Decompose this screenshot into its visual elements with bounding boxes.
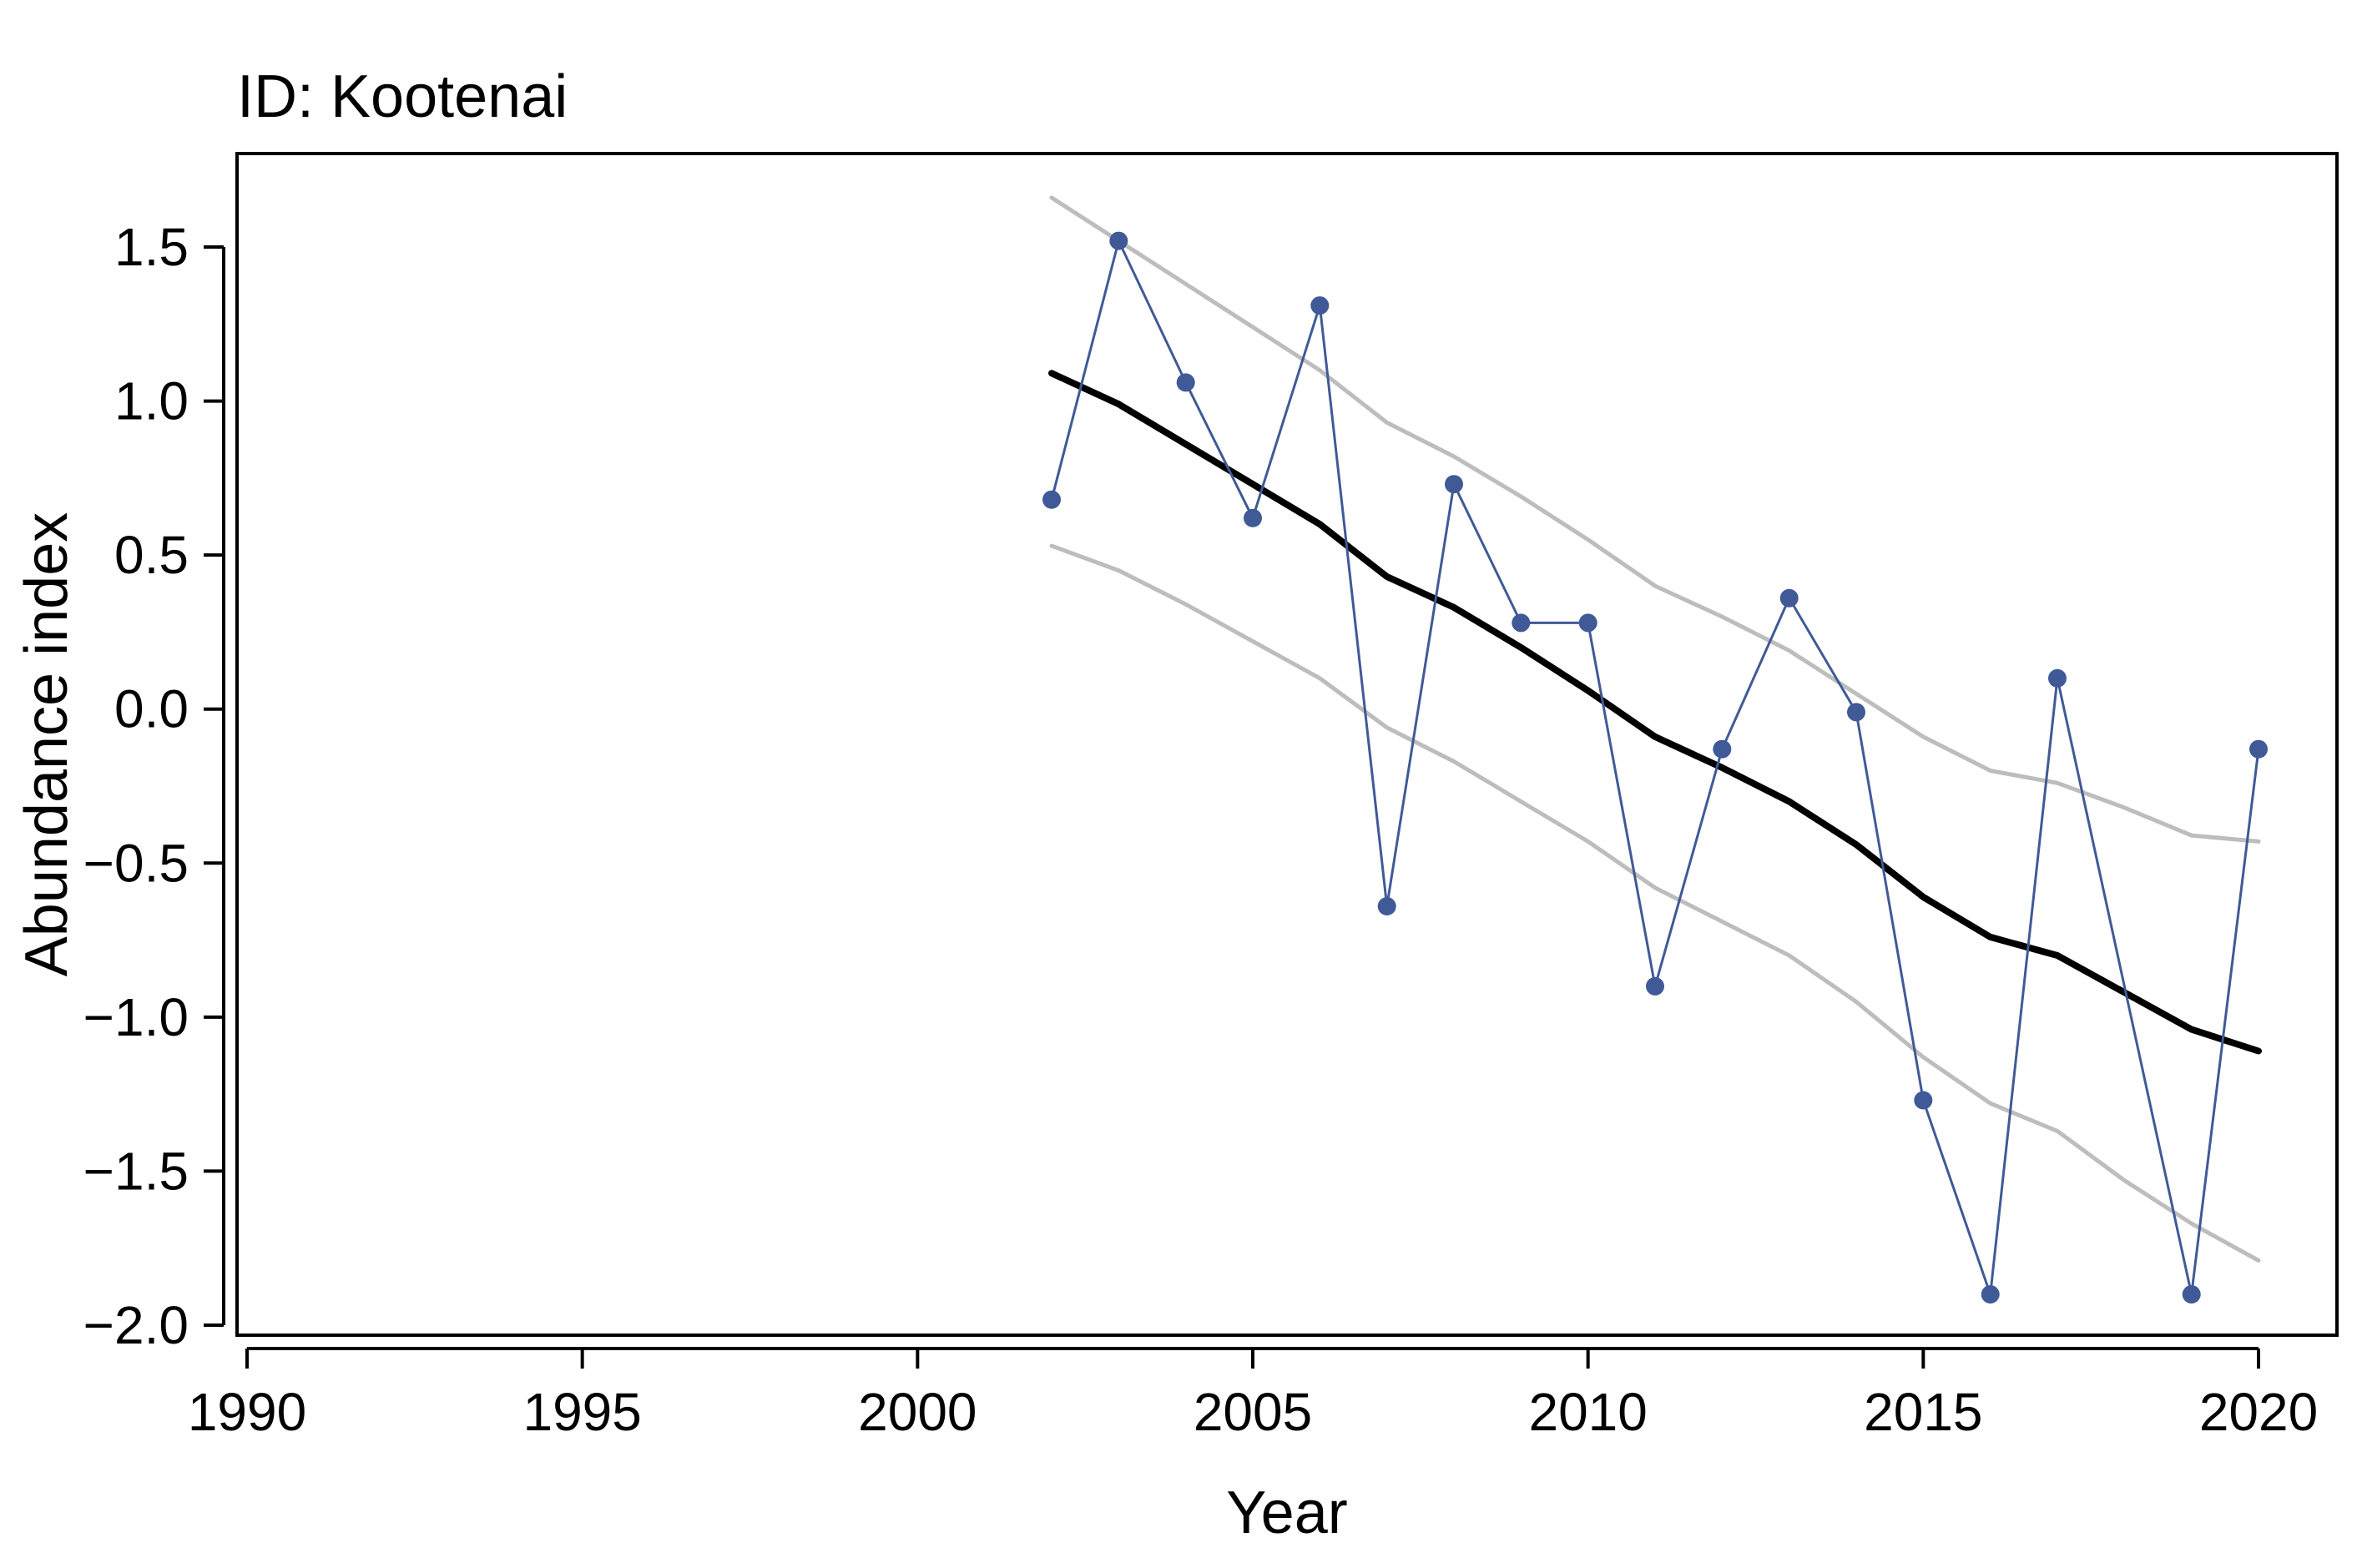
observed-point	[1109, 231, 1128, 250]
x-tick-label: 2010	[1528, 1382, 1647, 1442]
observed-point	[1981, 1285, 2000, 1304]
observed-point	[1377, 897, 1396, 915]
y-axis-title: Abundance index	[13, 512, 80, 976]
y-tick-label: −1.0	[83, 987, 189, 1047]
x-axis: 1990 1995 2000 2005 2010 2015 2020	[188, 1347, 2318, 1442]
observed-point	[1042, 490, 1061, 509]
x-tick-label: 1990	[188, 1382, 306, 1442]
series-layer	[1042, 195, 2268, 1304]
observed-point	[1578, 613, 1597, 633]
plot-frame	[235, 152, 2339, 1337]
y-tick-label: −2.0	[83, 1295, 189, 1355]
band-lower-line	[1049, 543, 2261, 1263]
y-tick-label: −1.5	[83, 1141, 189, 1201]
y-tick-label: −0.5	[83, 833, 189, 893]
trend-line	[1048, 370, 2262, 1055]
x-tick-label: 1995	[522, 1382, 641, 1442]
y-tick-label: 1.0	[114, 371, 189, 431]
observed-point	[1713, 739, 1732, 759]
y-axis: 1.5 1.0 0.5 0.0 −0.5 −1.0 −1.5 −2.0	[83, 217, 225, 1355]
observed-point	[1512, 613, 1531, 633]
y-tick-label: 1.5	[114, 217, 189, 277]
observed-point	[2048, 668, 2067, 688]
x-tick-label: 2000	[858, 1382, 977, 1442]
y-tick-label: 0.0	[114, 679, 189, 739]
observed-point	[1445, 475, 1463, 494]
observed-point	[1914, 1091, 1933, 1110]
chart-title: ID: Kootenai	[237, 63, 568, 130]
observed-point	[1847, 703, 1865, 722]
observed-point	[1779, 588, 1799, 608]
band-upper-line	[1049, 195, 2261, 844]
observed-point	[1244, 508, 1262, 527]
x-tick-label: 2015	[1864, 1382, 1982, 1442]
observed-point	[1646, 976, 1664, 996]
x-axis-title: Year	[1226, 1480, 1347, 1546]
observed-point	[2182, 1285, 2201, 1304]
x-tick-label: 2020	[2199, 1382, 2318, 1442]
observed-point	[2249, 739, 2268, 759]
observed-line	[1050, 239, 2260, 1296]
x-tick-label: 2005	[1194, 1382, 1312, 1442]
observed-point	[1310, 296, 1330, 315]
y-tick-label: 0.5	[114, 525, 189, 585]
observed-point	[1176, 373, 1195, 392]
